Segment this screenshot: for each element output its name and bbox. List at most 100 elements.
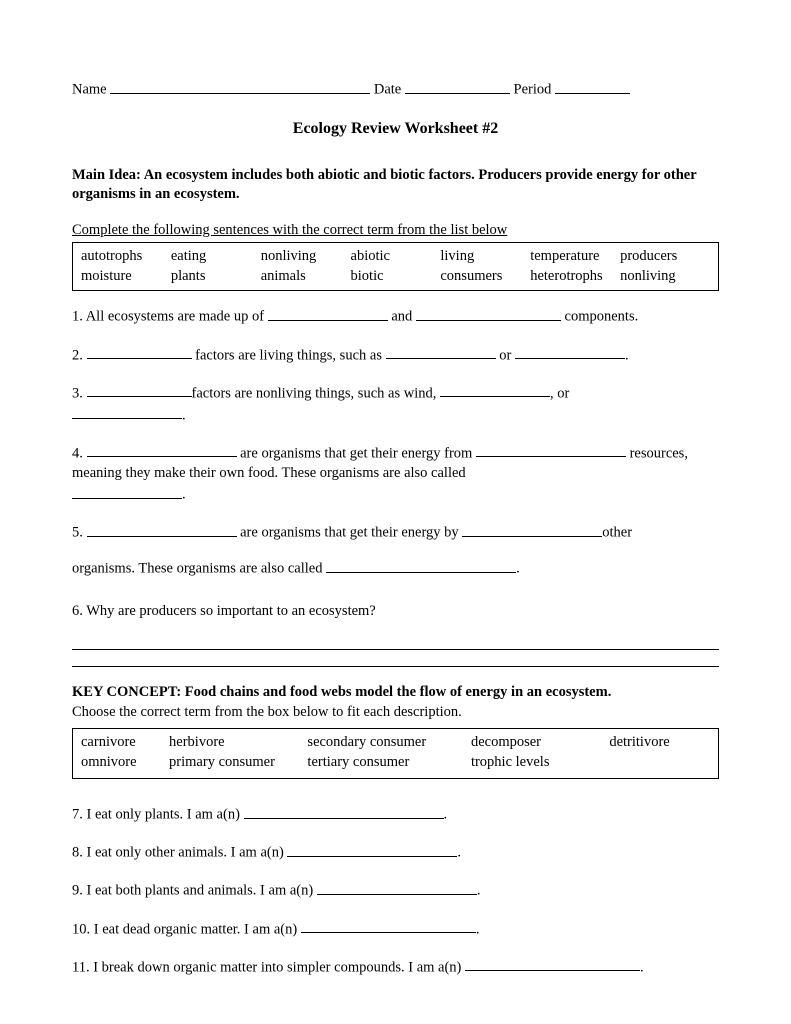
term: living	[440, 247, 530, 267]
q3-blank-2[interactable]	[440, 382, 550, 398]
question-9: 9. I eat both plants and animals. I am a…	[72, 879, 719, 901]
term: autotrophs	[81, 247, 171, 267]
name-label: Name	[72, 82, 107, 98]
wordbox-1: autotrophs eating nonliving abiotic livi…	[72, 242, 719, 291]
q1-blank-1[interactable]	[268, 305, 388, 321]
question-5: 5. are organisms that get their energy b…	[72, 521, 719, 579]
period-blank[interactable]	[555, 78, 630, 94]
worksheet-page: Name Date Period Ecology Review Workshee…	[0, 0, 791, 1024]
term	[609, 753, 710, 773]
term: temperature	[530, 247, 620, 267]
q3-blank-3[interactable]	[72, 404, 182, 420]
wordbox1-row1: autotrophs eating nonliving abiotic livi…	[81, 247, 710, 267]
q2-blank-1[interactable]	[87, 344, 192, 360]
term: eating	[171, 247, 261, 267]
q9-text-b: .	[477, 883, 481, 899]
term: nonliving	[620, 267, 710, 287]
q4-blank-2[interactable]	[476, 442, 626, 458]
header-line: Name Date Period	[72, 78, 719, 100]
q7-text-a: 7. I eat only plants. I am a(n)	[72, 807, 244, 823]
date-label: Date	[374, 82, 401, 98]
q1-text-a: 1. All ecosystems are made up of	[72, 309, 268, 325]
main-idea: Main Idea: An ecosystem includes both ab…	[72, 166, 719, 205]
q6-answer-line-2[interactable]	[72, 652, 719, 667]
term: herbivore	[169, 733, 307, 753]
q7-blank[interactable]	[244, 803, 444, 819]
question-1: 1. All ecosystems are made up of and com…	[72, 305, 719, 327]
wordbox1-row2: moisture plants animals biotic consumers…	[81, 267, 710, 287]
question-11: 11. I break down organic matter into sim…	[72, 956, 719, 978]
q11-text-a: 11. I break down organic matter into sim…	[72, 959, 465, 975]
q4-blank-1[interactable]	[87, 442, 237, 458]
question-6: 6. Why are producers so important to an …	[72, 602, 719, 668]
q5-blank-1[interactable]	[87, 521, 237, 537]
q1-text-b: and	[388, 309, 416, 325]
term: abiotic	[351, 247, 441, 267]
q7-text-b: .	[444, 807, 448, 823]
q1-text-c: components.	[561, 309, 638, 325]
q5-text-d: organisms. These organisms are also call…	[72, 561, 326, 577]
term: biotic	[351, 267, 441, 287]
q2-blank-2[interactable]	[386, 344, 496, 360]
q4-text-b: are organisms that get their energy from	[237, 445, 476, 461]
date-blank[interactable]	[405, 78, 510, 94]
term: producers	[620, 247, 710, 267]
q10-blank[interactable]	[301, 918, 476, 934]
q9-text-a: 9. I eat both plants and animals. I am a…	[72, 883, 317, 899]
q10-text-b: .	[476, 921, 480, 937]
period-label: Period	[514, 82, 552, 98]
term: tertiary consumer	[307, 753, 471, 773]
section2-header: KEY CONCEPT: Food chains and food webs m…	[72, 683, 719, 722]
q8-blank[interactable]	[287, 841, 457, 857]
q5-blank-2[interactable]	[462, 521, 602, 537]
q4-text-a: 4.	[72, 445, 87, 461]
q8-text-b: .	[457, 845, 461, 861]
q2-text-c: or	[496, 347, 515, 363]
worksheet-title: Ecology Review Worksheet #2	[72, 118, 719, 140]
term: animals	[261, 267, 351, 287]
q5-text-c: other	[602, 525, 632, 541]
q6-answer-line-1[interactable]	[72, 635, 719, 650]
term: moisture	[81, 267, 171, 287]
question-8: 8. I eat only other animals. I am a(n) .	[72, 841, 719, 863]
term: consumers	[440, 267, 530, 287]
q4-blank-3[interactable]	[72, 483, 182, 499]
term: secondary consumer	[307, 733, 471, 753]
term: trophic levels	[471, 753, 609, 773]
q11-blank[interactable]	[465, 956, 640, 972]
term: detritivore	[609, 733, 710, 753]
term: plants	[171, 267, 261, 287]
q9-blank[interactable]	[317, 879, 477, 895]
q1-blank-2[interactable]	[416, 305, 561, 321]
q8-text-a: 8. I eat only other animals. I am a(n)	[72, 845, 287, 861]
wordbox2-row2: omnivore primary consumer tertiary consu…	[81, 753, 710, 773]
question-7: 7. I eat only plants. I am a(n) .	[72, 803, 719, 825]
q3-text-d: .	[182, 407, 186, 423]
q5-text-a: 5.	[72, 525, 87, 541]
q6-text: 6. Why are producers so important to an …	[72, 603, 376, 619]
q2-text-d: .	[625, 347, 629, 363]
question-3: 3. factors are nonliving things, such as…	[72, 382, 719, 426]
term: decomposer	[471, 733, 609, 753]
term: heterotrophs	[530, 267, 620, 287]
name-blank[interactable]	[110, 78, 370, 94]
q5-text-b: are organisms that get their energy by	[237, 525, 463, 541]
q2-text-b: factors are living things, such as	[192, 347, 386, 363]
section2-instruction: Choose the correct term from the box bel…	[72, 703, 719, 723]
wordbox2-row1: carnivore herbivore secondary consumer d…	[81, 733, 710, 753]
wordbox-2: carnivore herbivore secondary consumer d…	[72, 728, 719, 779]
q4-text-d: .	[182, 487, 186, 503]
q3-text-c: , or	[550, 385, 569, 401]
q3-blank-1[interactable]	[87, 382, 192, 398]
term: primary consumer	[169, 753, 307, 773]
q2-text-a: 2.	[72, 347, 87, 363]
q5-text-e: .	[516, 561, 520, 577]
question-10: 10. I eat dead organic matter. I am a(n)…	[72, 918, 719, 940]
q3-text-a: 3.	[72, 385, 87, 401]
q2-blank-3[interactable]	[515, 344, 625, 360]
question-4: 4. are organisms that get their energy f…	[72, 442, 719, 506]
term: nonliving	[261, 247, 351, 267]
q10-text-a: 10. I eat dead organic matter. I am a(n)	[72, 921, 301, 937]
key-concept: KEY CONCEPT: Food chains and food webs m…	[72, 683, 719, 703]
q5-blank-3[interactable]	[326, 557, 516, 573]
